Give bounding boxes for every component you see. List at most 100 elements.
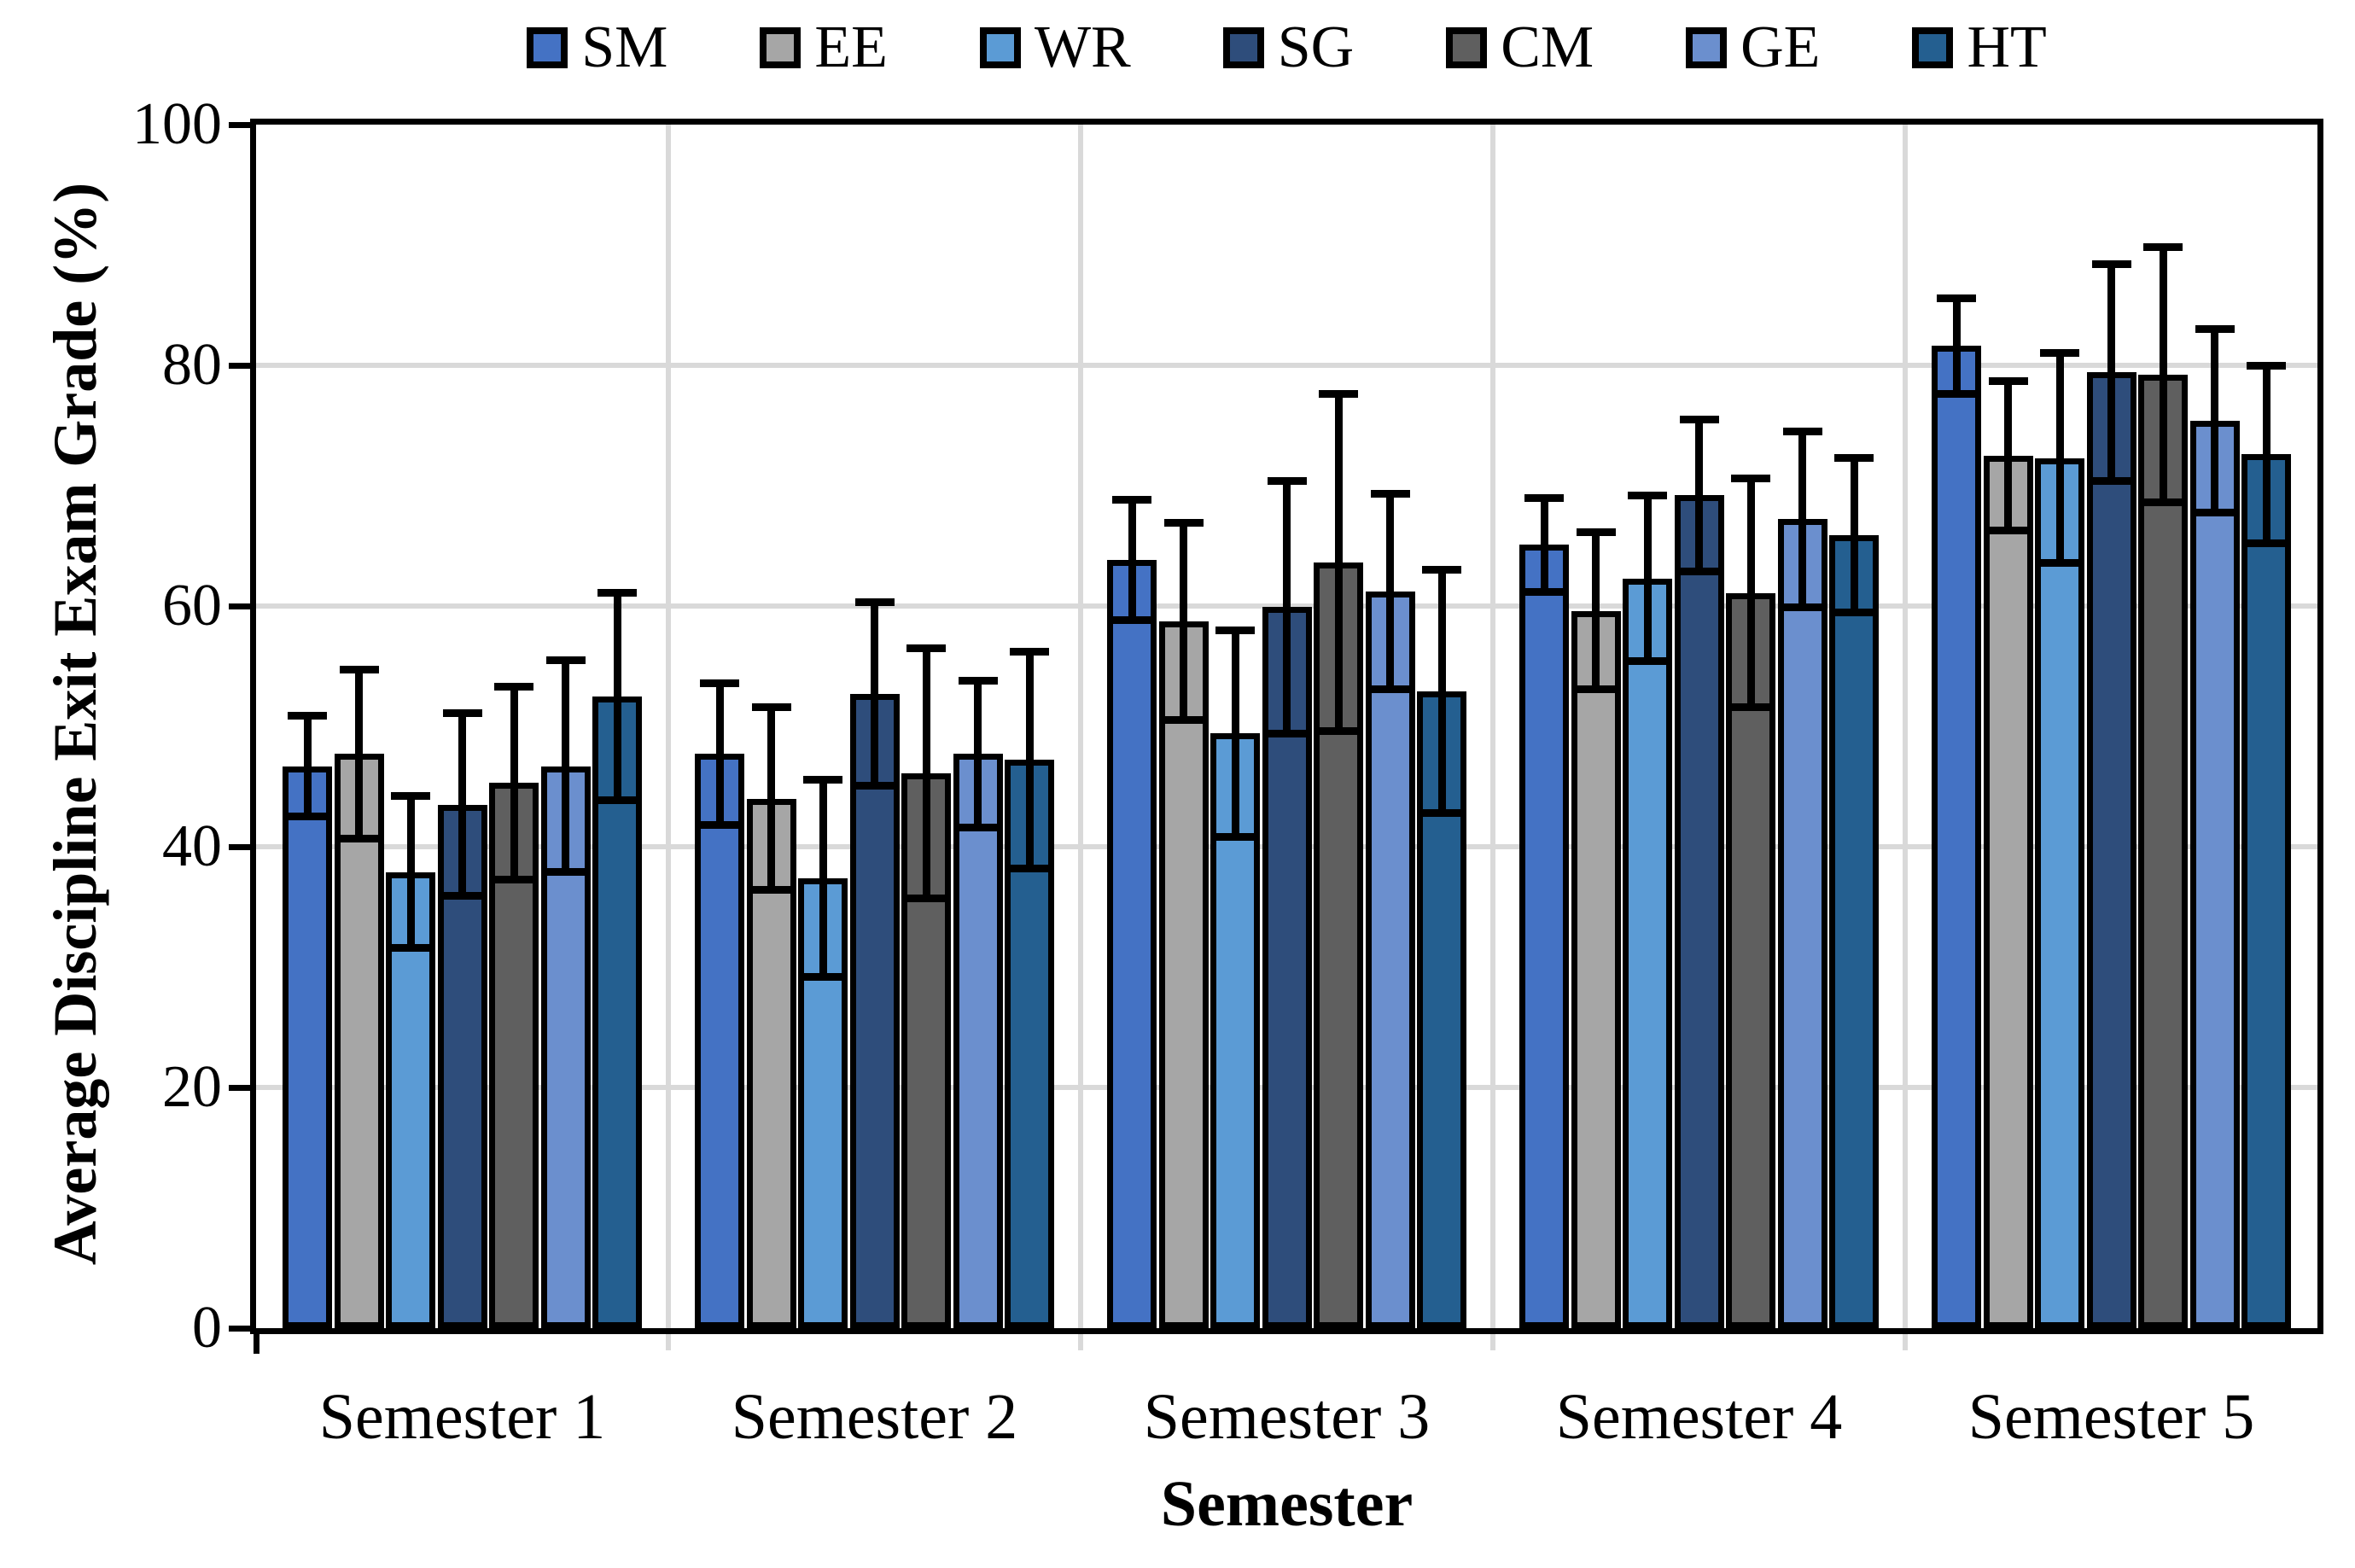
y-tick-mark [229, 1084, 256, 1091]
error-bar-line [1334, 393, 1343, 732]
bar-ht-4 [1829, 534, 1879, 1328]
legend-swatch-sg [1222, 27, 1264, 68]
v-gridline [666, 125, 671, 1328]
error-bar-cap-top [1524, 493, 1564, 502]
error-bar-cap-top [1163, 519, 1204, 528]
error-bar-cap-top [2040, 349, 2079, 358]
legend-swatch-ee [760, 27, 802, 68]
error-bar-line [1850, 458, 1858, 613]
error-bar-cap-top [1215, 626, 1255, 634]
x-category-boundary-tick [666, 1328, 671, 1350]
error-bar-cap-bottom [2247, 539, 2286, 548]
error-bar-cap-top [442, 708, 482, 717]
error-bar-cap-bottom [906, 895, 946, 903]
error-bar-line [1695, 419, 1703, 572]
error-bar-cap-top [1319, 390, 1358, 399]
error-bar-line [1643, 495, 1652, 662]
error-bar-cap-bottom [751, 886, 791, 895]
error-bar-cap-top [2195, 325, 2235, 334]
error-bar-cap-bottom [1163, 716, 1204, 725]
error-bar-line [1540, 498, 1548, 592]
error-bar-cap-top [700, 679, 739, 687]
x-category-label: Semester 2 [731, 1381, 1018, 1453]
error-bar-cap-bottom [1576, 685, 1616, 693]
x-category-label: Semester 5 [1967, 1381, 2255, 1453]
legend-label-wr: WR [1034, 15, 1131, 80]
y-tick-label: 80 [162, 332, 222, 398]
error-bar-cap-top [597, 588, 637, 597]
error-bar-line [1798, 431, 1806, 608]
error-bar-line [458, 713, 466, 896]
error-bar-cap-bottom [1731, 702, 1770, 711]
error-bar-line [562, 660, 569, 872]
error-bar-cap-bottom [1628, 657, 1667, 666]
error-bar-cap-top [1782, 428, 1822, 436]
error-bar-cap-bottom [442, 892, 482, 901]
bar-sm-5 [1932, 346, 1981, 1328]
error-bar-cap-bottom [545, 868, 586, 877]
y-tick-mark [229, 843, 256, 850]
error-bar-cap-top [1937, 294, 1976, 302]
error-bar-line [1128, 499, 1136, 621]
error-bar-line [1283, 481, 1291, 734]
x-category-label: Semester 4 [1555, 1381, 1843, 1453]
y-tick-mark [229, 1325, 256, 1332]
plot-area [256, 125, 2317, 1328]
v-gridline [1078, 125, 1083, 1328]
bar-ht-5 [2241, 454, 2291, 1328]
error-bar-line [922, 648, 930, 899]
legend-label-ge: GE [1740, 15, 1821, 80]
y-axis-title: Average Discipline Exit Exam Grade (%) [41, 182, 109, 1266]
legend-item-ee: EE [760, 18, 888, 78]
error-bar-cap-bottom [494, 875, 533, 883]
error-bar-cap-top [958, 676, 998, 685]
bar-wr-4 [1623, 578, 1672, 1328]
x-category-label: Semester 1 [318, 1381, 606, 1453]
legend-swatch-cm [1446, 27, 1488, 68]
legend-item-wr: WR [979, 15, 1131, 80]
error-bar-cap-bottom [2143, 498, 2183, 507]
error-bar-cap-bottom [1679, 567, 1719, 575]
error-bar-cap-top [339, 666, 379, 674]
error-bar-cap-bottom [288, 813, 327, 821]
error-bar-cap-bottom [1988, 526, 2028, 534]
bar-cm-5 [2138, 375, 2188, 1328]
x-category-boundary-tick [1903, 1328, 1908, 1350]
bar-ee-5 [1983, 455, 2033, 1328]
y-tick-label: 20 [162, 1054, 222, 1120]
y-tick-label: 0 [192, 1295, 222, 1361]
bar-sg-4 [1674, 495, 1724, 1328]
error-bar-cap-top [1010, 648, 1049, 656]
bar-sm-1 [283, 766, 332, 1328]
bar-sm-3 [1107, 560, 1157, 1328]
y-tick-label: 60 [162, 573, 222, 638]
error-bar-line [2262, 365, 2270, 544]
x-category-label: Semester 3 [1143, 1381, 1431, 1453]
bar-ge-4 [1777, 519, 1827, 1328]
x-category-boundary-tick [1490, 1328, 1495, 1350]
error-bar-cap-top [1628, 491, 1667, 499]
bar-cm-4 [1726, 592, 1775, 1328]
legend-item-sm: SM [527, 18, 667, 78]
y-tick-label: 100 [132, 91, 222, 157]
error-bar-cap-bottom [1267, 729, 1307, 737]
error-bar-line [2055, 353, 2064, 563]
error-bar-cap-bottom [803, 972, 842, 981]
error-bar-cap-top [803, 775, 842, 784]
error-bar-line [1746, 478, 1755, 708]
error-bar-line [1952, 298, 1961, 394]
error-bar-line [1025, 651, 1034, 869]
error-bar-cap-bottom [700, 821, 739, 830]
error-bar-line [1180, 522, 1187, 720]
chart-legend: SM EE WR SG CM GE HT [256, 14, 2317, 82]
legend-item-ge: GE [1686, 18, 1820, 78]
error-bar-cap-top [1112, 496, 1151, 504]
legend-swatch-ht [1912, 27, 1954, 68]
bar-sm-4 [1519, 545, 1569, 1328]
legend-label-sm: SM [581, 15, 668, 80]
error-bar-cap-bottom [1782, 603, 1822, 611]
error-bar-cap-bottom [1215, 833, 1255, 842]
error-bar-cap-bottom [339, 834, 379, 842]
error-bar-cap-bottom [1937, 390, 1976, 399]
error-bar-cap-top [1370, 490, 1410, 498]
